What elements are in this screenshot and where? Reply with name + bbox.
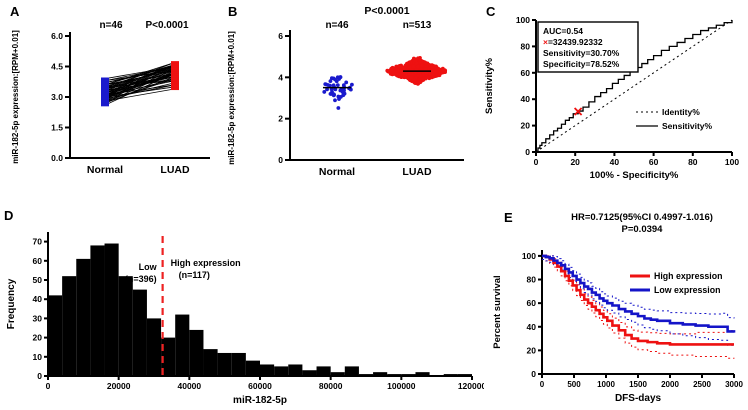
- svg-text:Low: Low: [139, 262, 158, 272]
- svg-text:40: 40: [521, 94, 531, 104]
- panel-d-label: D: [4, 208, 14, 223]
- svg-text:3.0: 3.0: [51, 92, 63, 102]
- svg-text:0: 0: [46, 381, 51, 391]
- svg-text:Identity%: Identity%: [662, 107, 700, 117]
- svg-text:LUAD: LUAD: [160, 164, 190, 176]
- svg-text:(n=117): (n=117): [179, 270, 210, 280]
- svg-text:6.0: 6.0: [51, 31, 63, 41]
- panel-b-label: B: [228, 4, 238, 19]
- svg-text:40: 40: [33, 294, 43, 304]
- svg-text:2: 2: [278, 114, 283, 124]
- svg-text:P=0.0394: P=0.0394: [622, 224, 664, 235]
- svg-text:4.5: 4.5: [51, 62, 63, 72]
- svg-text:40000: 40000: [178, 381, 202, 391]
- svg-text:4: 4: [278, 72, 283, 82]
- svg-text:2000: 2000: [661, 380, 679, 389]
- svg-text:n=46: n=46: [99, 20, 123, 31]
- svg-text:0: 0: [278, 155, 283, 165]
- panel-e: E 0 20 40 60 80 100 0 500 1000 1500 2000 2500 3000 HR…: [484, 206, 746, 410]
- svg-text:0.0: 0.0: [51, 153, 63, 163]
- svg-text:AUC=0.54: AUC=0.54: [543, 26, 583, 36]
- svg-text:P<0.0001: P<0.0001: [145, 20, 189, 31]
- svg-text:1000: 1000: [597, 380, 615, 389]
- svg-text:P<0.0001: P<0.0001: [364, 5, 409, 17]
- svg-text:2500: 2500: [693, 380, 711, 389]
- svg-text:×=32439.92332: ×=32439.92332: [543, 37, 603, 47]
- svg-text:100: 100: [516, 15, 530, 25]
- svg-text:20: 20: [527, 345, 537, 355]
- svg-text:80: 80: [688, 157, 698, 167]
- svg-text:80: 80: [521, 41, 531, 51]
- svg-text:80: 80: [527, 275, 537, 285]
- svg-text:20000: 20000: [107, 381, 131, 391]
- svg-text:0: 0: [534, 157, 539, 167]
- svg-text:HR=0.7125(95%CI 0.4997-1.016): HR=0.7125(95%CI 0.4997-1.016): [571, 212, 713, 223]
- panel-a: A 0.0 1.5 3.0 4.5 6.0 Normal LUAD n=46 P<0.0001 m…: [6, 0, 220, 204]
- svg-text:30: 30: [33, 313, 43, 323]
- svg-text:LUAD: LUAD: [402, 166, 432, 178]
- svg-text:20: 20: [521, 121, 531, 131]
- svg-text:0: 0: [540, 380, 545, 389]
- svg-text:miR-182-5p: miR-182-5p: [233, 395, 287, 406]
- svg-text:60: 60: [649, 157, 659, 167]
- svg-text:40: 40: [610, 157, 620, 167]
- svg-text:60000: 60000: [248, 381, 272, 391]
- svg-text:Normal: Normal: [87, 164, 123, 176]
- svg-text:Sensitivity=30.70%: Sensitivity=30.70%: [543, 48, 620, 58]
- svg-text:1.5: 1.5: [51, 123, 63, 133]
- panel-c: C 0 0 20 20 40 40 60 60 80 80 100 100 AUC=0.54 ×=3243…: [478, 0, 746, 204]
- svg-text:Percent survival: Percent survival: [492, 275, 503, 348]
- svg-text:40: 40: [527, 322, 537, 332]
- panel-b: B 0 2 4 6 P<0.0001 n=46 Normal n=513 LUAD miR-182…: [222, 0, 472, 204]
- svg-text:Low expression: Low expression: [654, 285, 720, 295]
- svg-text:60: 60: [33, 256, 43, 266]
- svg-text:n=513: n=513: [403, 20, 432, 31]
- panel-c-roc-plot: 00 20 20 40 40 60 60 80 80 100 100 AUC=0.54×=32439.…: [484, 15, 739, 181]
- svg-text:500: 500: [567, 380, 581, 389]
- svg-text:1500: 1500: [629, 380, 647, 389]
- svg-text:20: 20: [33, 333, 43, 343]
- panel-b-dot-plot: 0 2 4 6 P<0.0001 n=46 Normal n=513 LUAD miR-182-5…: [227, 5, 464, 178]
- svg-text:10: 10: [33, 352, 43, 362]
- svg-text:60: 60: [521, 68, 531, 78]
- svg-text:70: 70: [33, 237, 43, 247]
- panel-a-paired-plot: 0.0 1.5 3.0 4.5 6.0 Normal LUAD n=46 P<0.0001 miR…: [11, 20, 210, 176]
- svg-text:Normal: Normal: [319, 166, 355, 178]
- svg-text:miR-182-5p expression:[RPM+0.0: miR-182-5p expression:[RPM+0.01]: [11, 30, 20, 164]
- svg-text:0: 0: [37, 371, 42, 381]
- svg-text:20: 20: [570, 157, 580, 167]
- svg-text:High expression: High expression: [171, 258, 241, 268]
- svg-text:100% - Specificity%: 100% - Specificity%: [590, 170, 679, 181]
- panel-a-label: A: [10, 4, 20, 19]
- svg-text:miR-182-5p expression:[RPM+0.0: miR-182-5p expression:[RPM+0.01]: [227, 31, 236, 165]
- svg-text:DFS-days: DFS-days: [615, 393, 662, 404]
- svg-text:Frequency: Frequency: [6, 278, 17, 329]
- panel-d-histogram: 0 10 20 30 40 50 60 70 0 20000 40000 60000 80000 1000…: [6, 232, 484, 406]
- svg-text:6: 6: [278, 31, 283, 41]
- svg-text:60: 60: [527, 298, 537, 308]
- svg-text:50: 50: [33, 275, 43, 285]
- svg-text:100000: 100000: [387, 381, 416, 391]
- svg-text:High expression: High expression: [654, 271, 722, 281]
- panel-e-label: E: [504, 210, 513, 225]
- svg-text:Specificity=78.52%: Specificity=78.52%: [543, 59, 620, 69]
- svg-text:120000: 120000: [458, 381, 484, 391]
- svg-text:n=46: n=46: [325, 20, 349, 31]
- svg-text:100: 100: [725, 157, 739, 167]
- svg-text:100: 100: [522, 251, 536, 261]
- svg-text:3000: 3000: [725, 380, 743, 389]
- svg-text:(n=396): (n=396): [125, 274, 157, 284]
- svg-text:0: 0: [525, 147, 530, 157]
- svg-text:0: 0: [531, 369, 536, 379]
- panel-c-label: C: [486, 4, 496, 19]
- svg-text:80000: 80000: [319, 381, 343, 391]
- svg-text:Sensitivity%: Sensitivity%: [484, 57, 495, 114]
- panel-d: D 0 10 20 30 40 50 60 70 0 20000 40000 60000 80000 10…: [0, 206, 484, 410]
- svg-text:Sensitivity%: Sensitivity%: [662, 121, 713, 131]
